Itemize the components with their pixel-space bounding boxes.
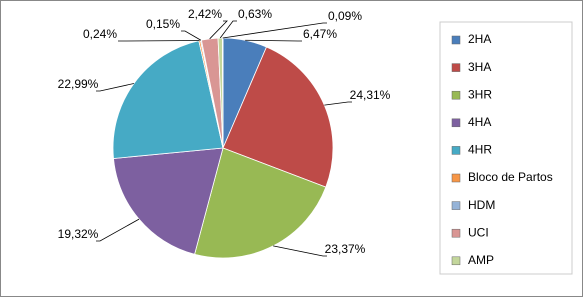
data-label: 24,31% bbox=[350, 88, 391, 102]
data-label: 6,47% bbox=[303, 27, 337, 41]
legend-swatch bbox=[452, 36, 460, 44]
data-label: 0,63% bbox=[238, 7, 272, 21]
legend-label: Bloco de Partos bbox=[468, 170, 553, 184]
data-label: 23,37% bbox=[325, 242, 366, 256]
legend-swatch bbox=[452, 64, 460, 72]
data-label: 0,24% bbox=[83, 27, 117, 41]
legend-label: UCI bbox=[468, 225, 489, 239]
data-label: 2,42% bbox=[188, 7, 222, 21]
legend-label: HDM bbox=[468, 198, 495, 212]
legend-label: 2HA bbox=[468, 32, 491, 46]
legend-swatch bbox=[452, 174, 460, 182]
legend-label: 4HR bbox=[468, 143, 492, 157]
legend-swatch bbox=[452, 146, 460, 154]
legend-label: 3HA bbox=[468, 60, 491, 74]
data-label: 0,15% bbox=[146, 17, 180, 31]
legend-label: 3HR bbox=[468, 87, 492, 101]
legend-swatch bbox=[452, 257, 460, 265]
legend-swatch bbox=[452, 119, 460, 127]
data-label: 0,09% bbox=[328, 9, 362, 23]
data-label: 22,99% bbox=[58, 77, 99, 91]
legend-label: 4HA bbox=[468, 115, 491, 129]
legend-label: AMP bbox=[468, 253, 494, 267]
data-label: 19,32% bbox=[58, 227, 99, 241]
legend-swatch bbox=[452, 202, 460, 210]
legend-swatch bbox=[452, 229, 460, 237]
legend-swatch bbox=[452, 91, 460, 99]
